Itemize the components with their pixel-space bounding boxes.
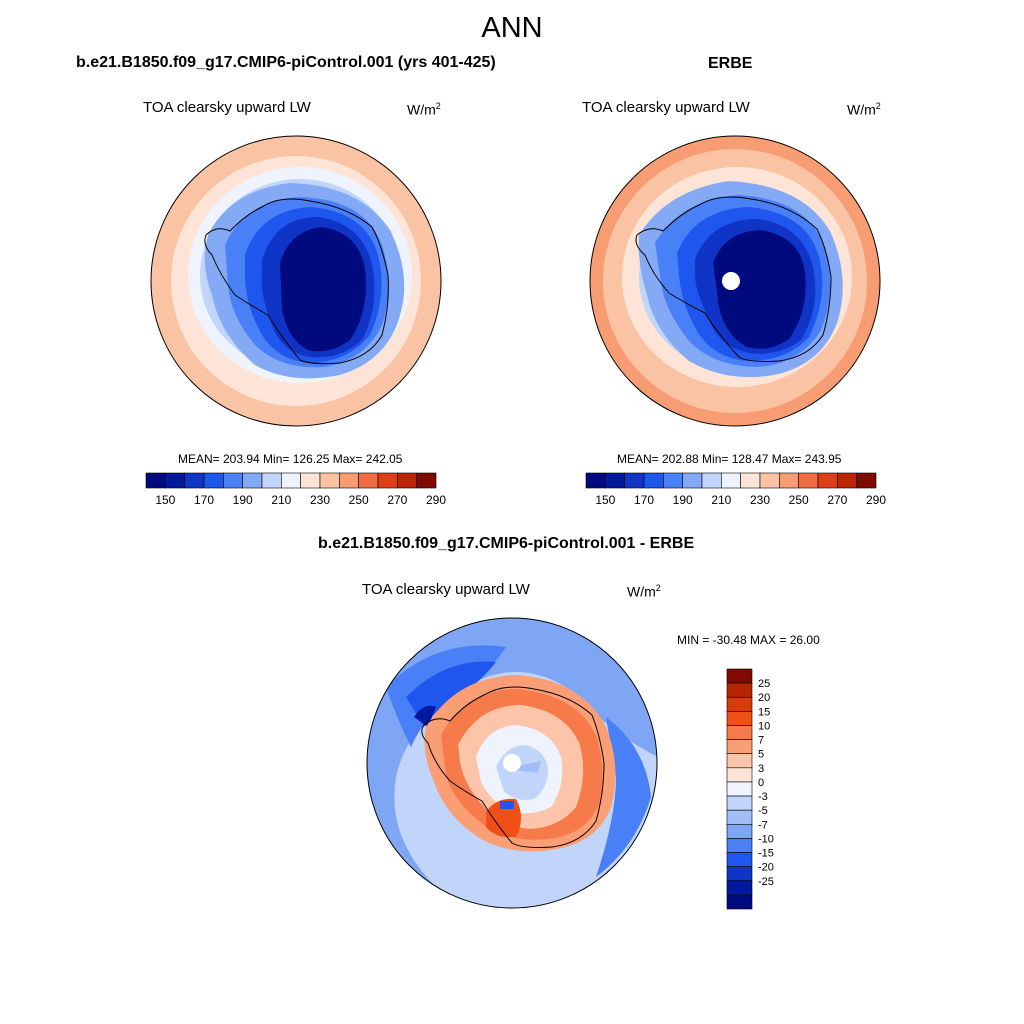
colorbar-swatch: [242, 472, 263, 489]
stats-obs: MEAN= 202.88 Min= 128.47 Max= 243.95: [617, 452, 842, 466]
colorbar-tick-label: 230: [750, 493, 770, 507]
colorbar-tick-label: 3: [758, 763, 764, 775]
panel-title-obs: ERBE: [708, 55, 753, 72]
colorbar-swatch: [184, 472, 205, 489]
colorbar-swatch: [837, 472, 857, 489]
variable-label-model: TOA clearsky upward LW: [143, 99, 311, 116]
colorbar-swatch: [319, 472, 340, 489]
colorbar-swatch: [377, 472, 398, 489]
colorbar-tick-label: -15: [758, 848, 774, 860]
units-label-diff: W/m2: [627, 583, 661, 600]
colorbar-tick-label: 290: [426, 493, 446, 507]
colorbar-swatch: [203, 472, 224, 489]
colorbar-tick-label: 190: [673, 493, 693, 507]
colorbar-swatch: [682, 472, 703, 489]
colorbar-tick-label: 170: [634, 493, 654, 507]
colorbar-tick-label: 170: [194, 493, 214, 507]
colorbar-tick-label: 250: [349, 493, 369, 507]
colorbar-tick-label: 250: [789, 493, 809, 507]
colorbar-swatch: [726, 711, 753, 726]
colorbar-swatch: [817, 472, 838, 489]
colorbar-swatch: [165, 472, 185, 489]
colorbar-swatch: [726, 696, 753, 712]
colorbar-swatch: [726, 668, 753, 684]
colorbar-diff: 25 20 15 10 7 5 3 0 -3 -5 -7 -10 -15 -20 -25: [726, 668, 774, 910]
colorbar-tick-label: 210: [711, 493, 731, 507]
colorbar-tick-label: 15: [758, 706, 770, 718]
colorbar-swatch: [726, 809, 753, 825]
colorbar-swatch: [339, 472, 359, 489]
colorbar-swatch: [726, 781, 753, 797]
colorbar-tick-label: 20: [758, 692, 770, 704]
colorbar-swatch: [726, 838, 753, 853]
colorbar-tick-label: 7: [758, 735, 764, 747]
colorbar-tick-label: -10: [758, 833, 774, 845]
colorbar-tick-label: -20: [758, 862, 774, 874]
colorbar-swatch: [643, 472, 664, 489]
colorbar-swatch: [223, 472, 243, 489]
polar-map-model: [150, 135, 442, 427]
colorbar-swatch: [798, 472, 819, 489]
panel-title-diff: b.e21.B1850.f09_g17.CMIP6-piControl.001 …: [318, 535, 695, 552]
colorbar-swatch: [397, 472, 417, 489]
colorbar-swatch: [740, 472, 761, 489]
polar-map-diff: [366, 617, 658, 909]
colorbar-swatch: [726, 725, 753, 740]
colorbar-tick-label: 190: [233, 493, 253, 507]
colorbar-swatch: [726, 823, 753, 839]
colorbar-swatch: [779, 472, 799, 489]
colorbar-swatch: [416, 472, 437, 489]
colorbar-swatch: [726, 894, 753, 910]
colorbar-swatch: [726, 753, 753, 769]
polar-map-obs: [589, 135, 881, 427]
colorbar-tick-label: -7: [758, 819, 768, 831]
colorbar-tick-label: 210: [271, 493, 291, 507]
colorbar-model: 150 170 190 210 230 250 270 290: [145, 472, 446, 507]
colorbar-swatch: [759, 472, 780, 489]
colorbar-swatch: [281, 472, 301, 489]
colorbar-swatch: [624, 472, 645, 489]
colorbar-swatch: [300, 472, 321, 489]
colorbar-swatch: [585, 472, 606, 489]
units-label-obs: W/m2: [847, 101, 881, 118]
colorbar-swatch: [726, 767, 753, 783]
colorbar-tick-label: -5: [758, 805, 768, 817]
variable-label-obs: TOA clearsky upward LW: [582, 99, 750, 116]
colorbar-tick-label: 270: [387, 493, 407, 507]
variable-label-diff: TOA clearsky upward LW: [362, 581, 530, 598]
colorbar-tick-label: 0: [758, 777, 764, 789]
colorbar-swatch: [663, 472, 683, 489]
colorbar-tick-label: 5: [758, 749, 764, 761]
colorbar-swatch: [726, 795, 753, 811]
colorbar-tick-label: 270: [827, 493, 847, 507]
colorbar-swatch: [856, 472, 877, 489]
panel-title-model: b.e21.B1850.f09_g17.CMIP6-piControl.001 …: [76, 54, 496, 71]
colorbar-swatch: [726, 880, 753, 896]
colorbar-swatch: [726, 739, 753, 755]
colorbar-tick-label: -3: [758, 791, 768, 803]
colorbar-tick-label: 10: [758, 720, 770, 732]
units-label-model: W/m2: [407, 101, 441, 118]
colorbar-swatch: [726, 852, 753, 867]
colorbar-tick-label: 230: [310, 493, 330, 507]
main-title: ANN: [481, 12, 543, 44]
colorbar-swatch: [726, 682, 753, 698]
colorbar-swatch: [261, 472, 282, 489]
colorbar-swatch: [358, 472, 379, 489]
stats-diff: MIN = -30.48 MAX = 26.00: [677, 633, 820, 647]
colorbar-swatch: [605, 472, 625, 489]
colorbar-tick-label: 25: [758, 678, 770, 690]
colorbar-swatch: [701, 472, 722, 489]
stats-model: MEAN= 203.94 Min= 126.25 Max= 242.05: [178, 452, 403, 466]
colorbar-swatch: [726, 866, 753, 882]
colorbar-tick-label: -25: [758, 876, 774, 888]
colorbar-tick-label: 150: [595, 493, 615, 507]
colorbar-tick-label: 150: [155, 493, 175, 507]
colorbar-swatch: [721, 472, 741, 489]
colorbar-obs: 150 170 190 210 230 250 270 290: [585, 472, 886, 507]
colorbar-tick-label: 290: [866, 493, 886, 507]
colorbar-swatch: [145, 472, 166, 489]
